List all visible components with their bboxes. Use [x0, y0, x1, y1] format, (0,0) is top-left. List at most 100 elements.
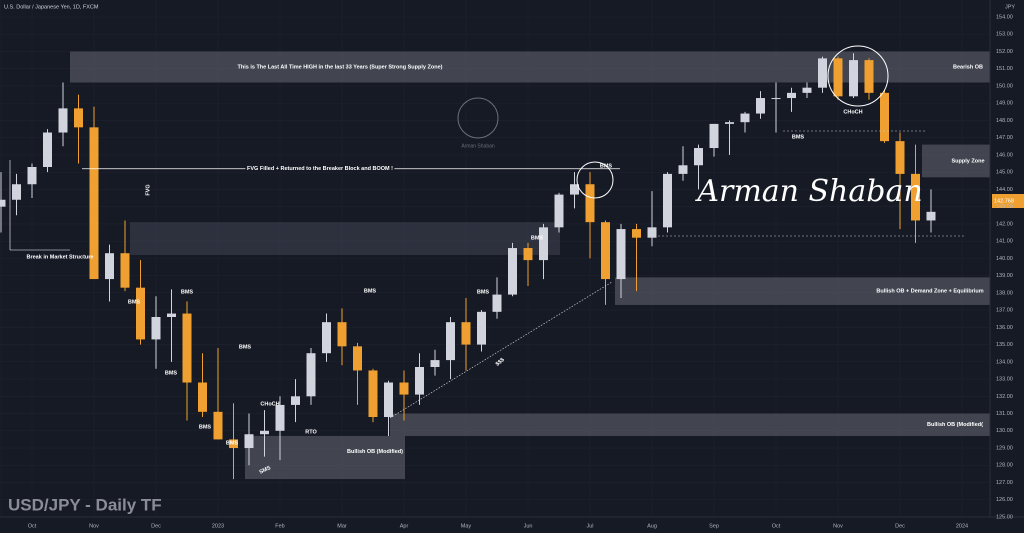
candle-body	[787, 92, 796, 99]
candle-body	[337, 322, 347, 347]
x-tick-label: Jul	[586, 523, 593, 529]
candle-body	[89, 127, 99, 280]
annotation: BMS	[181, 289, 194, 295]
zone	[922, 144, 990, 178]
currency: JPY	[1005, 4, 1015, 10]
candle-body	[368, 370, 378, 417]
y-tick-label: 131.00	[996, 411, 1013, 417]
x-tick-label: Mar	[337, 523, 347, 529]
candle-body	[492, 294, 502, 312]
zones	[70, 51, 990, 480]
annotation: BMS	[531, 235, 544, 241]
candle-body	[663, 173, 672, 228]
last-price: 142.768	[994, 198, 1014, 204]
y-tick-label: 128.00	[996, 463, 1013, 469]
candle-body	[616, 229, 626, 280]
annotation: BMS	[792, 134, 805, 140]
annotation: BMS	[226, 440, 239, 446]
candle-body	[399, 382, 409, 395]
candle-body	[229, 439, 238, 449]
x-tick-label: Nov	[833, 523, 843, 529]
zone	[130, 222, 560, 255]
y-tick-label: 139.00	[996, 273, 1013, 279]
last-price-tag	[992, 194, 1024, 208]
candle-body	[275, 404, 285, 431]
candle-body	[43, 132, 52, 167]
candle-body	[802, 87, 812, 93]
candle-body	[446, 322, 455, 361]
candle-body	[725, 122, 734, 124]
candle-body	[539, 227, 548, 261]
candle-body	[322, 322, 331, 354]
symbol-title: U.S. Dollar / Japanese Yen, 1D, FXCM	[4, 4, 99, 10]
x-tick-label: May	[461, 523, 472, 529]
candle-body	[477, 311, 486, 345]
zone	[245, 435, 405, 480]
candle-body	[74, 108, 83, 128]
y-tick-label: 149.00	[996, 101, 1013, 107]
candle-body	[833, 58, 843, 97]
candle-body	[849, 60, 858, 97]
annotation: BMS	[239, 344, 252, 350]
candle-body	[461, 322, 471, 345]
x-tick-label: Feb	[275, 523, 284, 529]
annotation: CHoCH	[260, 401, 279, 407]
annotation: SMS	[259, 465, 273, 476]
y-tick-label: 132.00	[996, 394, 1013, 400]
x-tick-label: Dec	[895, 523, 905, 529]
candle-body	[880, 92, 889, 142]
x-tick-label: Apr	[400, 523, 409, 529]
annotation: CHoCH	[843, 109, 862, 115]
candle-body	[12, 184, 21, 200]
candle-body	[198, 382, 207, 412]
y-tick-label: 152.00	[996, 49, 1013, 55]
y-tick-label: 130.00	[996, 428, 1013, 434]
y-tick-label: 141.00	[996, 239, 1013, 245]
candle-body	[601, 222, 610, 280]
y-tick-label: 137.00	[996, 308, 1013, 314]
candle-body	[709, 123, 719, 149]
y-tick-label: 151.00	[996, 66, 1013, 72]
y-tick-label: 133.00	[996, 377, 1013, 383]
annotations: This is The Last All Time HIGH in the la…	[9, 64, 985, 476]
annotation: $$$	[495, 357, 506, 368]
y-tick-label: 136.00	[996, 325, 1013, 331]
logo-text: Arman Shaban	[461, 143, 495, 149]
x-tick-label: Oct	[28, 523, 37, 529]
highlight-circle	[827, 45, 889, 107]
candle-body	[291, 396, 300, 405]
candle-body	[523, 248, 533, 261]
candle-body	[911, 173, 920, 221]
zone-label: Supply Zone	[952, 158, 985, 164]
watermark: USD/JPY - Daily TF	[8, 495, 162, 514]
candle-body	[632, 229, 641, 238]
annotation: RTO	[305, 429, 317, 435]
x-tick-label: Sep	[709, 523, 719, 529]
y-tick-label: 147.00	[996, 135, 1013, 141]
y-tick-label: 154.00	[996, 14, 1013, 20]
x-tick-label: Dec	[151, 523, 161, 529]
candle-body	[213, 411, 223, 440]
annotation: Break in Market Structure	[27, 254, 94, 260]
y-tick-label: 142.00	[996, 221, 1013, 227]
x-tick-label: Jun	[524, 523, 533, 529]
fvg-label: FVG Filled + Returned to the Breaker Blo…	[247, 166, 393, 172]
candle-body	[58, 108, 68, 133]
y-tick-label: 153.00	[996, 32, 1013, 38]
candle-body	[353, 346, 362, 371]
candle-body	[384, 382, 393, 417]
y-tick-label: 127.00	[996, 480, 1013, 486]
y-tick-label: 146.00	[996, 152, 1013, 158]
y-tick-label: 138.00	[996, 290, 1013, 296]
annotation: BMS	[477, 289, 490, 295]
candle-body	[105, 253, 114, 280]
annotation: BMS	[364, 288, 377, 294]
candle-body	[260, 430, 269, 435]
candle-body	[554, 194, 564, 228]
candle-body	[0, 199, 6, 207]
candle-body	[244, 434, 254, 449]
zone	[615, 277, 990, 305]
candle-body	[756, 98, 765, 114]
zone-label: This is The Last All Time HIGH in the la…	[238, 64, 443, 70]
